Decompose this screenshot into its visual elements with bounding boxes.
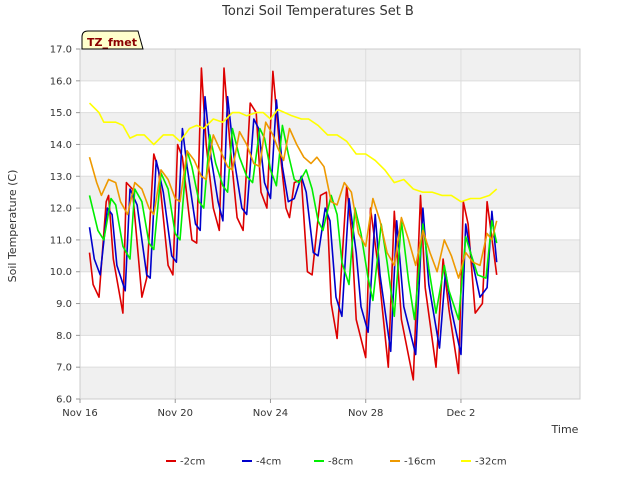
plot-band: [80, 49, 580, 81]
y-tick-label: 7.0: [56, 363, 72, 374]
x-tick-label: Nov 20: [158, 408, 193, 419]
legend-item: -32cm: [461, 457, 507, 468]
legend-label: -16cm: [404, 457, 436, 468]
y-tick-label: 12.0: [50, 204, 72, 215]
y-tick-label: 13.0: [50, 172, 72, 183]
plot-band: [80, 367, 580, 399]
legend-label: -2cm: [180, 457, 205, 468]
y-axis-label: Soil Temperature (C): [6, 170, 19, 283]
x-axis-ticks: Nov 16 Nov 20 Nov 24 Nov 28 Dec 2: [62, 399, 475, 419]
legend-label: -8cm: [328, 457, 353, 468]
y-tick-label: 8.0: [56, 331, 72, 342]
plot-band: [80, 303, 580, 336]
legend-item: -4cm: [242, 457, 281, 468]
plot-band: [80, 112, 580, 145]
legend: -2cm -4cm -8cm -16cm -32cm: [166, 457, 507, 468]
y-tick-label: 14.0: [50, 140, 72, 151]
station-badge: TZ_fmet: [81, 30, 144, 50]
x-axis-label: Time: [551, 423, 579, 436]
x-tick-label: Dec 2: [446, 408, 475, 419]
station-badge-text: TZ_fmet: [87, 36, 137, 49]
station-badge-box: [81, 30, 144, 50]
x-tick-label: Nov 16: [62, 408, 97, 419]
y-axis-ticks: 6.0 7.0 8.0 9.0 10.0 11.0 12.0 13.0 14.0 15.0 16.0…: [50, 45, 80, 406]
legend-item: -8cm: [314, 457, 353, 468]
legend-label: -4cm: [256, 457, 281, 468]
series-line-32cm: [88, 102, 498, 203]
y-tick-label: 15.0: [50, 108, 72, 119]
chart-title: Tonzi Soil Temperatures Set B: [221, 4, 414, 19]
y-tick-label: 11.0: [50, 235, 72, 246]
y-tick-label: 16.0: [50, 76, 72, 87]
plot-frame: [79, 48, 581, 400]
y-tick-label: 6.0: [56, 395, 72, 406]
legend-item: -2cm: [166, 457, 205, 468]
x-tick-label: Nov 28: [348, 408, 383, 419]
legend-item: -16cm: [390, 457, 436, 468]
y-tick-label: 9.0: [56, 299, 72, 310]
y-tick-label: 10.0: [50, 267, 72, 278]
y-tick-label: 17.0: [50, 45, 72, 56]
x-tick-label: Nov 24: [253, 408, 288, 419]
legend-label: -32cm: [475, 457, 507, 468]
series-line-16cm: [88, 121, 498, 279]
series-lines: [88, 67, 498, 381]
